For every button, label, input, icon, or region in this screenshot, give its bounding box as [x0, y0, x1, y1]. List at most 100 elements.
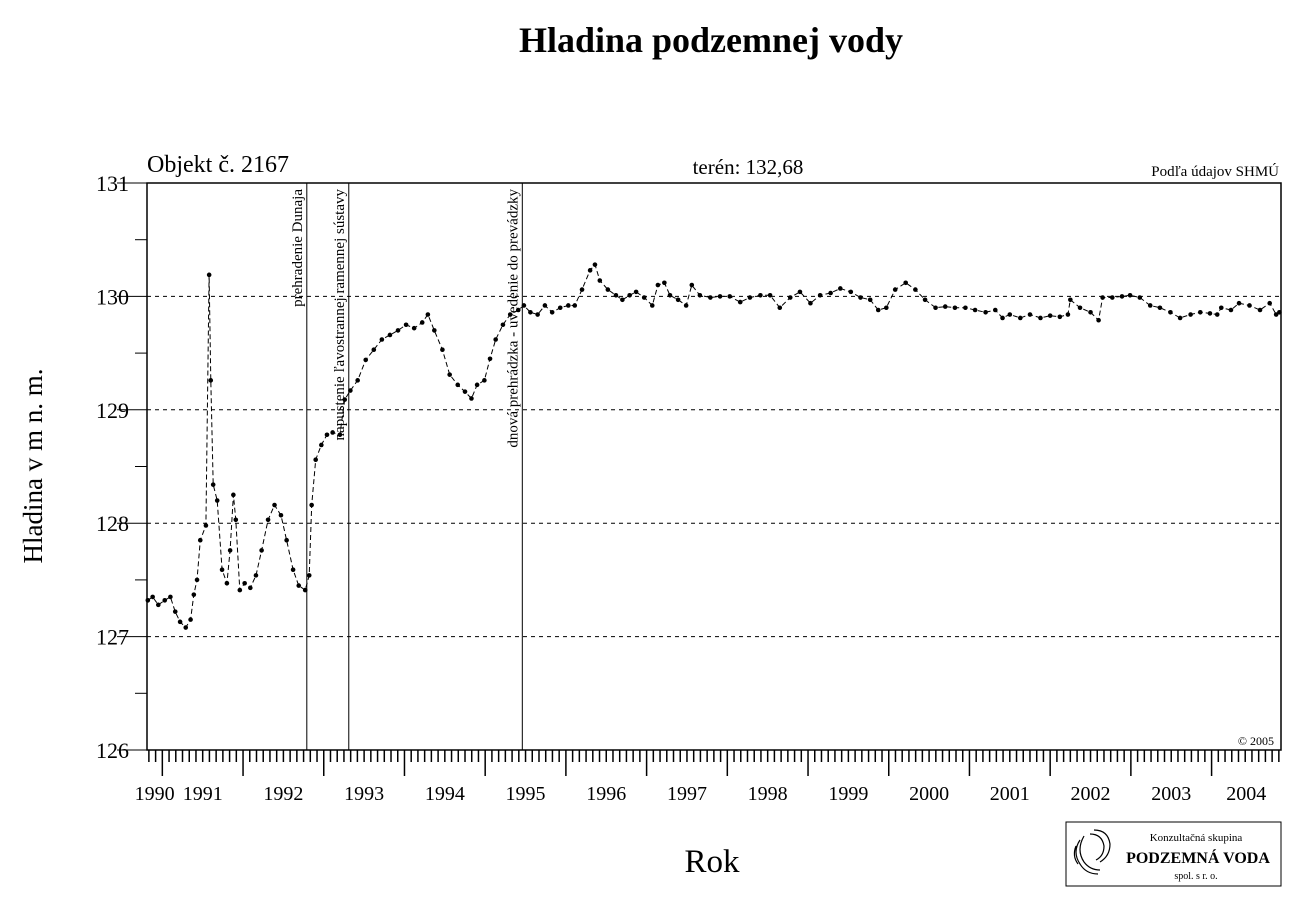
data-point: [447, 372, 452, 377]
data-point: [265, 517, 271, 523]
data-point: [817, 292, 823, 298]
data-point: [662, 280, 667, 286]
data-point: [183, 625, 189, 630]
data-point: [633, 289, 639, 295]
data-point: [395, 328, 401, 333]
x-tick-label: 1993: [344, 783, 384, 805]
data-point: [191, 592, 197, 597]
data-point: [727, 294, 733, 299]
x-axis-label: Rok: [684, 844, 740, 880]
data-point: [1065, 312, 1071, 317]
data-point: [542, 303, 548, 308]
data-point: [667, 292, 673, 298]
data-point: [248, 585, 253, 591]
data-point: [210, 482, 216, 487]
x-tick-label: 1992: [263, 783, 303, 805]
data-point: [231, 492, 236, 498]
source-label: Podľa údajov SHMÚ: [1151, 163, 1279, 180]
data-point: [641, 295, 647, 300]
data-point: [1207, 311, 1213, 316]
data-point: [387, 332, 393, 338]
data-point: [206, 272, 212, 278]
logo-box: [1065, 821, 1282, 887]
data-point: [1157, 305, 1163, 311]
data-point: [493, 337, 498, 342]
data-point: [233, 517, 239, 523]
data-point: [1088, 309, 1093, 315]
data-point: [1277, 309, 1282, 315]
data-point: [363, 357, 369, 363]
data-point: [566, 303, 571, 308]
y-axis-label: Hladina v m n. m.: [18, 369, 48, 564]
x-tick-label: 2000: [909, 783, 949, 805]
data-point: [613, 292, 619, 298]
data-point: [290, 567, 296, 572]
data-point: [913, 287, 918, 292]
data-point: [172, 609, 178, 614]
data-point: [892, 287, 898, 292]
data-point: [1038, 315, 1043, 321]
data-point: [1119, 294, 1125, 299]
data-point: [1047, 313, 1053, 318]
x-tick-label: 1996: [586, 783, 626, 805]
data-point: [284, 537, 289, 543]
data-point: [708, 295, 713, 300]
data-point: [1147, 303, 1153, 308]
data-point: [1267, 300, 1273, 306]
x-tick-label: 2004: [1226, 783, 1266, 805]
data-point: [1068, 297, 1073, 303]
data-point: [683, 303, 689, 308]
data-point: [482, 378, 487, 383]
data-point: [1236, 300, 1242, 306]
data-point: [808, 300, 813, 306]
x-tick-label: 1991: [183, 783, 223, 805]
data-point: [747, 295, 753, 300]
data-point: [1228, 307, 1234, 313]
object-label: Objekt č. 2167: [147, 152, 289, 178]
data-point: [194, 577, 200, 583]
data-point: [309, 502, 314, 508]
data-point: [1137, 295, 1143, 300]
copyright: © 2005: [1238, 734, 1274, 748]
logo-icon: [1073, 829, 1111, 875]
data-point: [649, 303, 655, 308]
data-point: [237, 587, 243, 593]
data-point: [797, 289, 803, 295]
logo: Konzultačná skupina PODZEMNÁ VODA spol. …: [1065, 821, 1282, 887]
data-point: [675, 297, 681, 303]
terrain-label: terén: 132,68: [693, 155, 804, 179]
data-point: [1096, 317, 1101, 323]
data-point: [737, 299, 743, 305]
data-point: [168, 594, 173, 600]
data-point: [342, 397, 348, 402]
data-point: [983, 309, 988, 315]
logo-line3: spol. s r. o.: [1174, 871, 1217, 882]
x-tick-label: 2001: [990, 783, 1030, 805]
data-point: [419, 320, 425, 325]
data-point: [259, 548, 264, 553]
data-point: [1077, 305, 1083, 311]
data-point: [162, 598, 168, 603]
data-point: [150, 594, 155, 600]
data-point: [549, 309, 555, 315]
data-point: [188, 617, 193, 622]
x-tick-label: 1994: [425, 783, 465, 805]
data-point: [302, 587, 308, 593]
data-point: [253, 573, 259, 578]
data-point: [203, 523, 209, 528]
x-tick-label: 1999: [828, 783, 868, 805]
data-point: [787, 295, 793, 300]
data-point: [592, 262, 598, 267]
x-tick-label: 1990: [135, 783, 175, 805]
event-label: prehradenie Dunaja: [290, 189, 306, 307]
data-point: [838, 286, 843, 291]
data-point: [933, 305, 938, 311]
data-point: [1057, 314, 1063, 320]
data-point: [942, 304, 948, 309]
data-point: [828, 290, 833, 296]
data-point: [1177, 315, 1183, 321]
x-tick-label: 1998: [748, 783, 788, 805]
data-point: [487, 356, 493, 362]
